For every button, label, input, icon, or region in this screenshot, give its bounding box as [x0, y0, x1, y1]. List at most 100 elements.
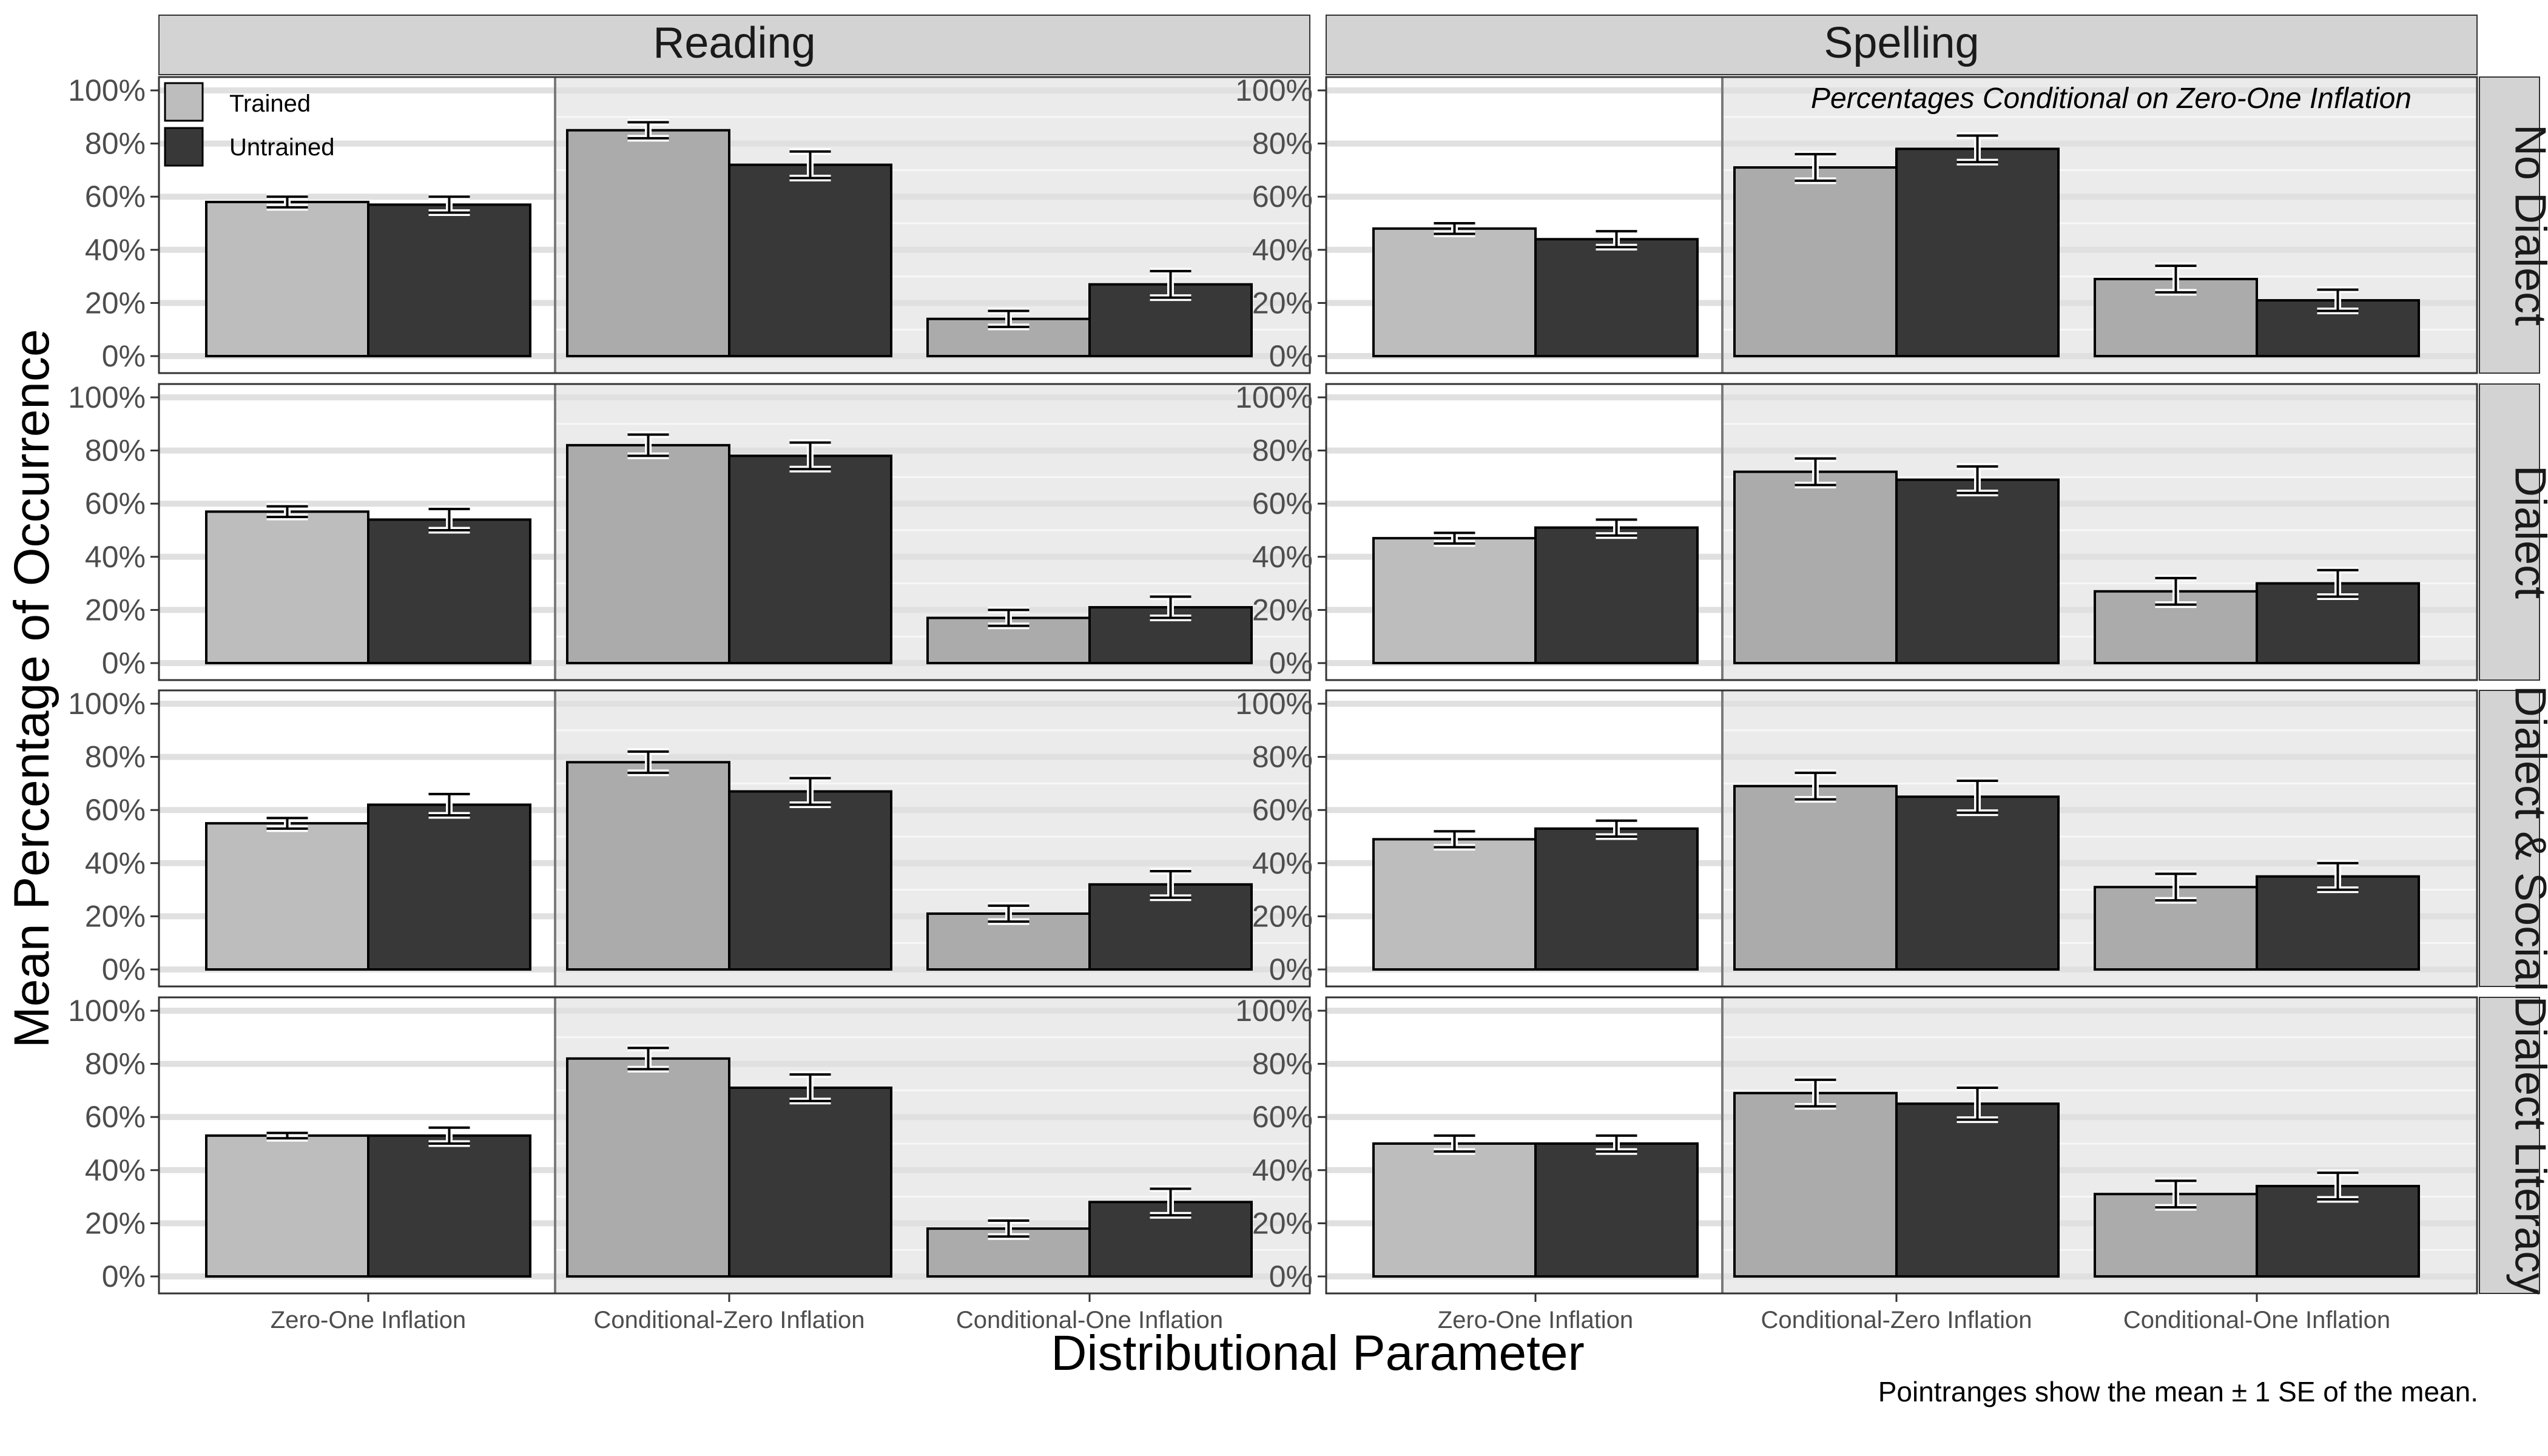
y-axis-title: Mean Percentage of Occurrence — [4, 329, 59, 1048]
error-bar-untrained-zero-one-inflation — [428, 505, 470, 534]
row-strip-label-dialect-literacy: Dialect Literacy — [2506, 996, 2548, 1295]
x-tick-label-conditional-zero-inflation: Conditional-Zero Inflation — [594, 1307, 865, 1333]
x-tick-label-conditional-one-inflation: Conditional-One Inflation — [2123, 1307, 2390, 1333]
error-bar-trained-conditional-one-inflation — [988, 902, 1030, 925]
bar-trained-zero-one-inflation — [205, 1134, 369, 1278]
panel-border — [1325, 689, 2478, 988]
x-axis-title: Distributional Parameter — [1051, 1326, 1585, 1381]
error-bar-untrained-conditional-one-inflation — [1150, 593, 1191, 622]
x-tick-label-conditional-zero-inflation: Conditional-Zero Inflation — [1761, 1307, 2032, 1333]
panel-border — [158, 689, 1311, 988]
error-bar-trained-conditional-zero-inflation — [1795, 150, 1836, 184]
error-bar-untrained-conditional-one-inflation — [1150, 868, 1191, 902]
y-tick-label: 60% — [85, 793, 146, 827]
y-tick-label: 40% — [85, 1153, 146, 1187]
row-strip-dialect-and-social — [2479, 690, 2540, 987]
error-bar-untrained-conditional-one-inflation — [2317, 1169, 2359, 1203]
error-bar-trained-conditional-one-inflation — [2155, 575, 2197, 608]
error-bar-untrained-zero-one-inflation — [1596, 516, 1637, 539]
y-tick-label: 20% — [1252, 593, 1313, 627]
y-tick-label: 80% — [85, 127, 146, 161]
error-bar-untrained-conditional-zero-inflation — [789, 439, 831, 473]
y-tick-label: 40% — [1252, 540, 1313, 574]
panel-spelling-dialect: 0% 20% 40% 60% 80% 100% — [1235, 380, 2478, 681]
y-tick-label: 20% — [85, 286, 146, 320]
y-tick-label: 80% — [1252, 740, 1313, 774]
legend-label-untrained: Untrained — [229, 134, 334, 161]
y-tick-label: 40% — [1252, 846, 1313, 880]
bar-trained-zero-one-inflation — [205, 510, 369, 665]
bar-trained-conditional-zero-inflation — [1733, 784, 1898, 971]
bar-untrained-conditional-zero-inflation — [728, 790, 892, 971]
bar-trained-conditional-zero-inflation — [1733, 166, 1898, 357]
column-strip-reading — [158, 15, 1310, 75]
error-bar-trained-conditional-zero-inflation — [627, 1044, 669, 1073]
y-tick-label: 80% — [85, 434, 146, 468]
y-tick-label: 60% — [1252, 1100, 1313, 1134]
error-bar-trained-zero-one-inflation — [266, 193, 308, 211]
panel-spelling-dialect-and-social: 0% 20% 40% 60% 80% 100% — [1235, 687, 2478, 988]
bar-untrained-conditional-zero-inflation — [1895, 795, 2060, 971]
row-strip-dialect-literacy — [2479, 997, 2540, 1294]
error-bar-trained-conditional-zero-inflation — [1795, 769, 1836, 803]
y-tick-label: 100% — [1235, 994, 1313, 1028]
caption-note: Pointranges show the mean ± 1 SE of the … — [1878, 1376, 2478, 1407]
error-bar-trained-zero-one-inflation — [1434, 1132, 1475, 1155]
y-tick-label: 60% — [85, 487, 146, 521]
y-tick-label: 100% — [68, 380, 146, 414]
panel-spelling-dialect-literacy: 0% 20% 40% 60% 80% 100% Zero-One Inflation Cond… — [1235, 994, 2478, 1333]
panel-reading-no-dialect: 0% 20% 40% 60% 80% 100% — [68, 73, 1311, 374]
error-bar-trained-conditional-zero-inflation — [627, 119, 669, 142]
panel-border — [158, 383, 1311, 681]
conditional-annotation: Percentages Conditional on Zero-One Infl… — [1811, 83, 2412, 115]
y-tick-label: 100% — [68, 73, 146, 107]
y-tick-label: 0% — [1269, 646, 1313, 680]
y-tick-label: 20% — [85, 1206, 146, 1240]
y-tick-label: 60% — [85, 180, 146, 214]
bar-trained-conditional-zero-inflation — [566, 1057, 730, 1278]
bar-trained-zero-one-inflation — [1372, 227, 1537, 358]
bar-untrained-zero-one-inflation — [367, 203, 531, 357]
error-bar-untrained-conditional-one-inflation — [1150, 1185, 1191, 1219]
bar-untrained-zero-one-inflation — [1534, 1142, 1699, 1278]
error-bar-trained-conditional-one-inflation — [988, 308, 1030, 331]
error-bar-trained-conditional-one-inflation — [2155, 262, 2197, 296]
bar-untrained-zero-one-inflation — [367, 803, 531, 971]
y-tick-label: 80% — [1252, 434, 1313, 468]
error-bar-trained-zero-one-inflation — [266, 814, 308, 832]
y-tick-label: 100% — [68, 994, 146, 1028]
legend-label-trained: Trained — [229, 90, 311, 117]
error-bar-trained-zero-one-inflation — [266, 503, 308, 521]
error-bar-trained-conditional-one-inflation — [988, 606, 1030, 630]
y-tick-label: 20% — [1252, 899, 1313, 933]
row-strip-label-no-dialect: No Dialect — [2506, 124, 2548, 326]
y-tick-label: 0% — [102, 1259, 146, 1293]
panel-border — [1325, 996, 2478, 1295]
bar-trained-conditional-zero-inflation — [1733, 470, 1898, 664]
error-bar-untrained-zero-one-inflation — [1596, 228, 1637, 251]
error-bar-untrained-conditional-zero-inflation — [1956, 132, 1998, 166]
error-bar-untrained-conditional-zero-inflation — [789, 775, 831, 808]
error-bar-untrained-conditional-one-inflation — [1150, 268, 1191, 302]
error-bar-untrained-conditional-one-inflation — [2317, 860, 2359, 894]
panel-spelling-no-dialect: 0% 20% 40% 60% 80% 100% — [1235, 73, 2478, 374]
error-bar-untrained-conditional-zero-inflation — [1956, 463, 1998, 497]
row-strip-label-dialect: Dialect — [2506, 465, 2548, 599]
bar-untrained-conditional-zero-inflation — [728, 1087, 892, 1278]
y-tick-label: 80% — [85, 1047, 146, 1081]
bar-untrained-conditional-zero-inflation — [1895, 478, 2060, 665]
error-bar-trained-zero-one-inflation — [1434, 827, 1475, 851]
error-bar-trained-conditional-zero-inflation — [627, 748, 669, 777]
y-tick-label: 0% — [102, 952, 146, 986]
error-bar-untrained-conditional-one-inflation — [2317, 286, 2359, 315]
bar-untrained-conditional-zero-inflation — [728, 163, 892, 357]
y-tick-label: 80% — [1252, 1047, 1313, 1081]
error-bar-untrained-zero-one-inflation — [1596, 817, 1637, 840]
panel-border — [1325, 383, 2478, 681]
bar-untrained-conditional-zero-inflation — [1895, 1102, 2060, 1278]
y-tick-label: 0% — [102, 339, 146, 373]
error-bar-untrained-zero-one-inflation — [1596, 1132, 1637, 1155]
column-strip-label-reading: Reading — [653, 19, 815, 67]
y-tick-label: 40% — [1252, 1153, 1313, 1187]
panel-border — [1325, 76, 2478, 374]
